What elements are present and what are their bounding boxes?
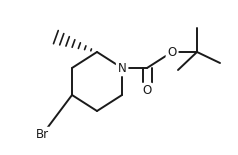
Text: N: N xyxy=(118,62,126,75)
Text: Br: Br xyxy=(35,128,49,142)
Text: O: O xyxy=(142,84,152,97)
Text: O: O xyxy=(167,46,177,58)
